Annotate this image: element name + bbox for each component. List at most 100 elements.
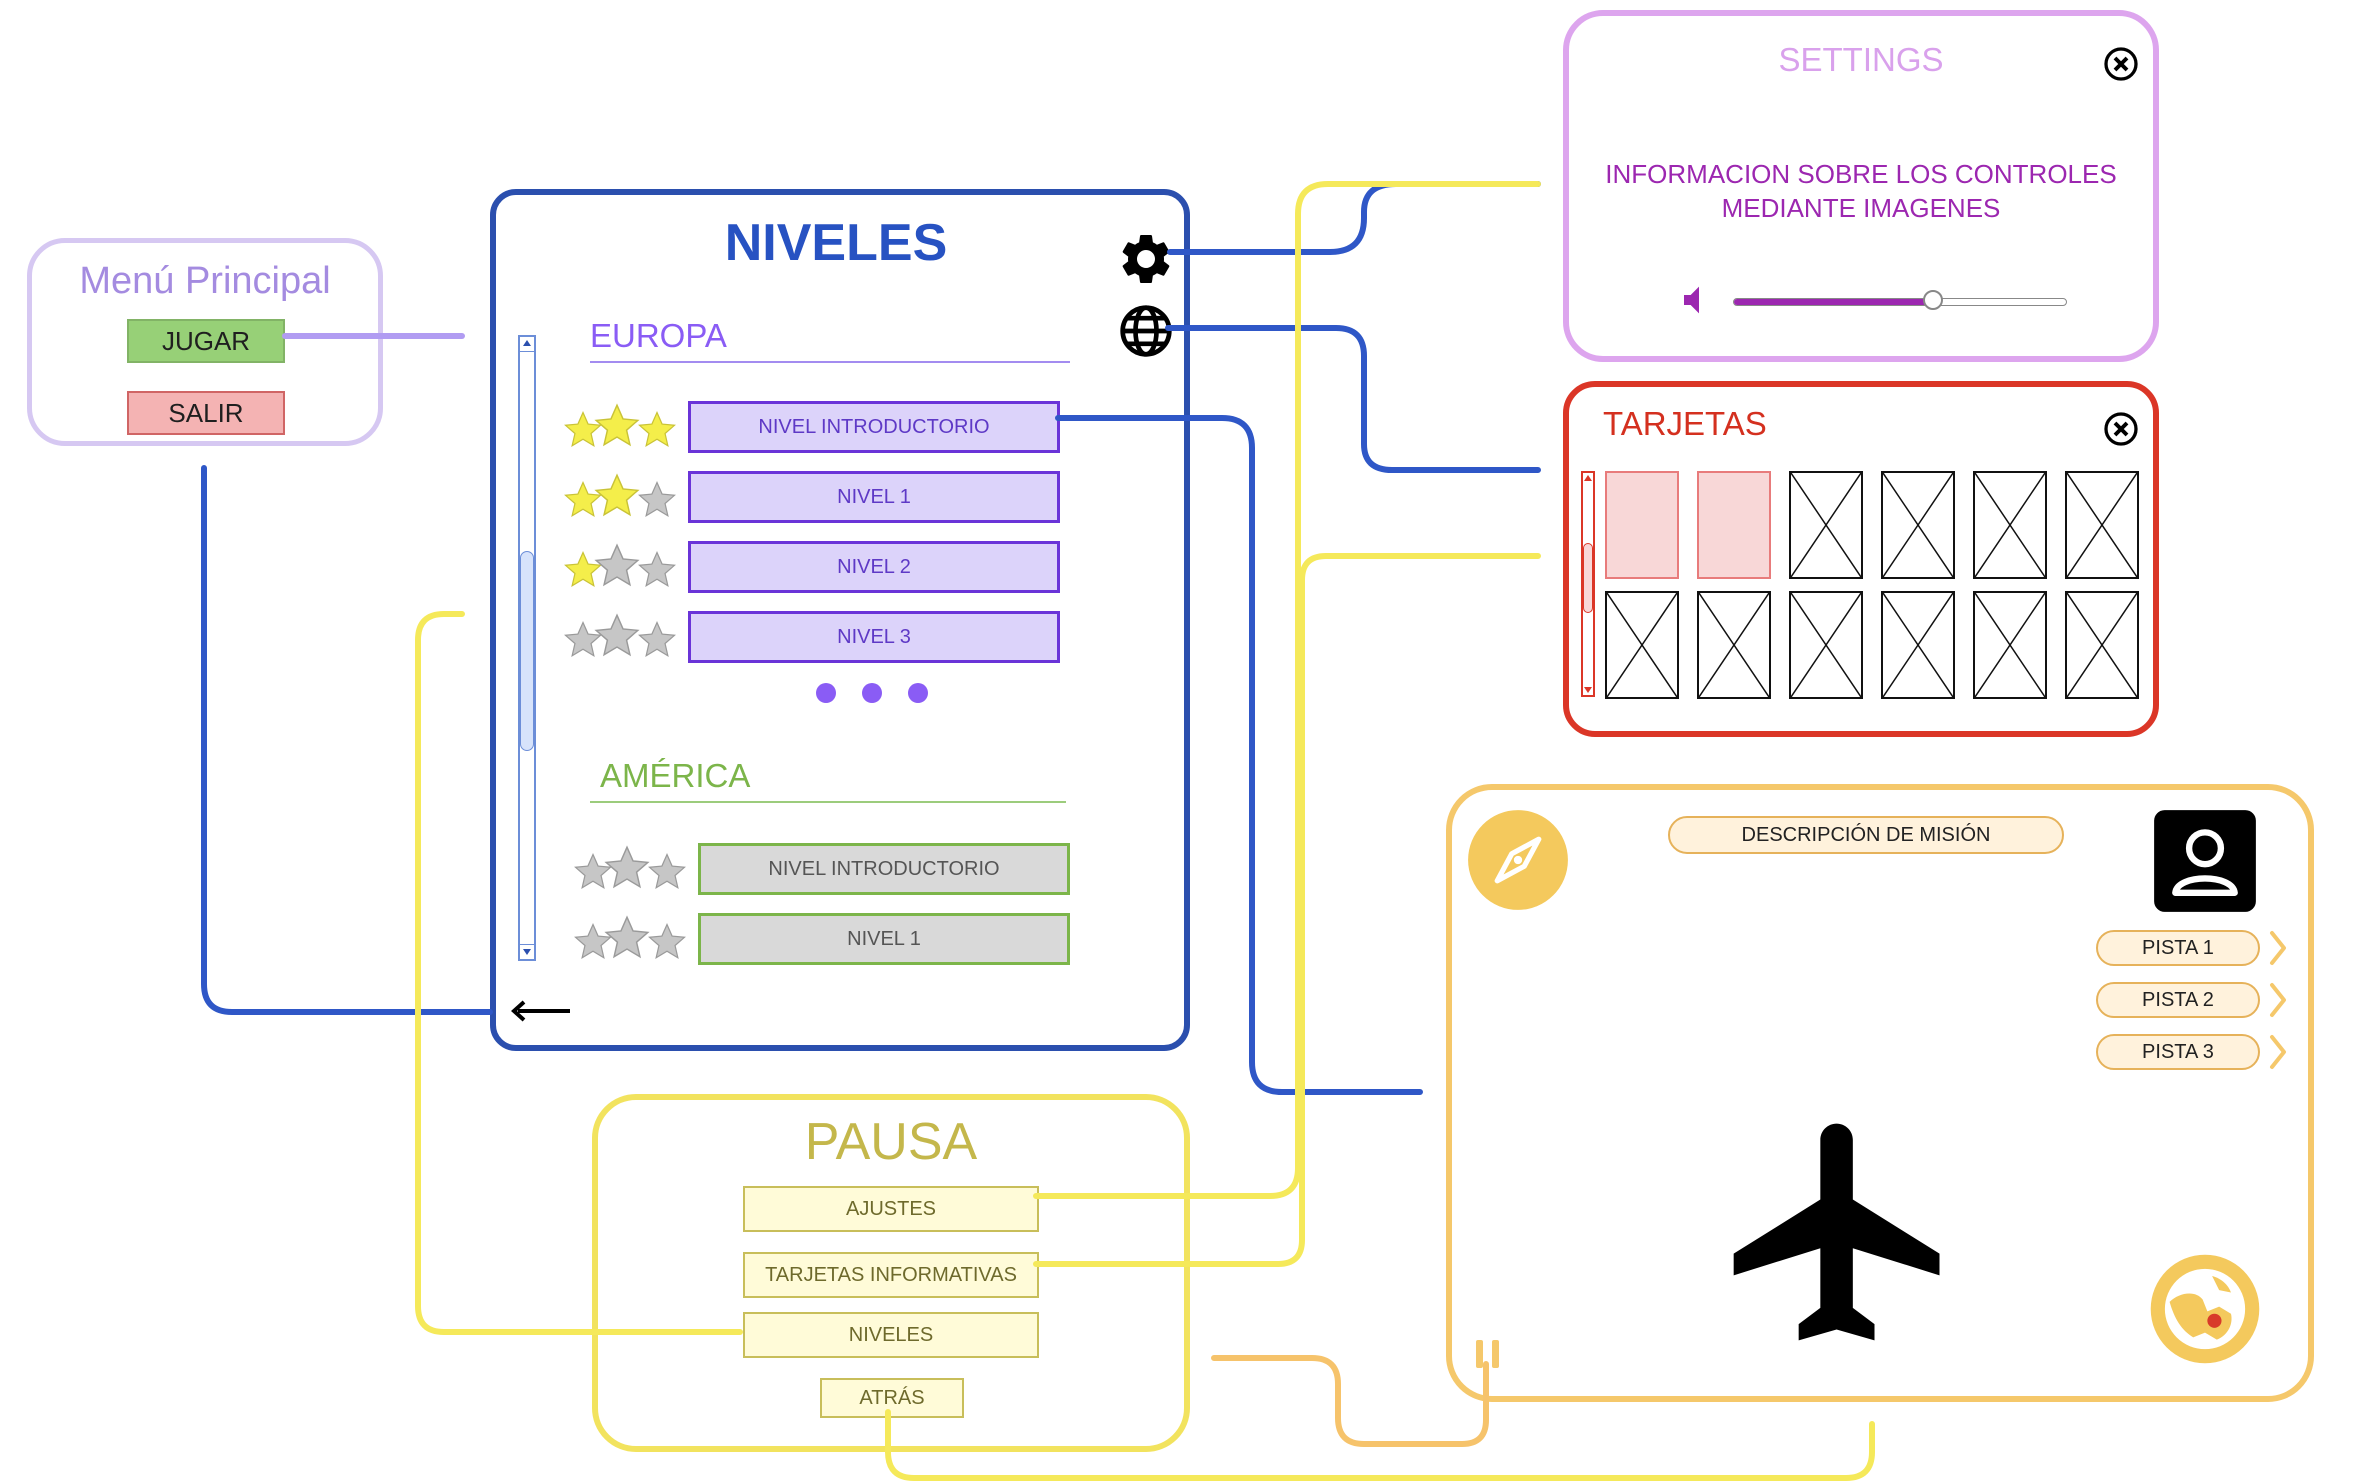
volume-slider-knob[interactable] [1923, 290, 1944, 310]
star-icon [604, 845, 650, 889]
cards-title: TARJETAS [1603, 405, 1767, 442]
connector-back-to-menu [201, 465, 493, 1015]
level-button[interactable]: NIVEL INTRODUCTORIO [698, 843, 1070, 895]
pause-icon[interactable] [1472, 1338, 1506, 1370]
star-icon [638, 480, 676, 518]
image-placeholder-icon [1883, 473, 1953, 577]
gear-icon[interactable] [1116, 229, 1176, 289]
globe-map-icon[interactable] [2146, 1250, 2264, 1368]
star-icon [594, 543, 640, 587]
image-placeholder-icon [1699, 593, 1769, 697]
cards-scrollbar[interactable] [1581, 471, 1595, 697]
globe-icon[interactable] [1118, 303, 1174, 359]
image-placeholder-icon [1883, 593, 1953, 697]
hint-row: PISTA 2 [2096, 982, 2296, 1022]
star-icon [594, 403, 640, 447]
main-menu-title: Menú Principal [79, 259, 331, 302]
level-button[interactable]: NIVEL 1 [698, 913, 1070, 965]
card-locked-placeholder[interactable] [1881, 471, 1955, 579]
card-locked-placeholder[interactable] [1973, 471, 2047, 579]
level-row: NIVEL INTRODUCTORIO [556, 399, 1156, 459]
pause-back-button[interactable]: ATRÁS [820, 1378, 964, 1418]
connector-game-pause-to-pause [1211, 1355, 1489, 1447]
card-locked-placeholder[interactable] [1697, 591, 1771, 699]
settings-title: SETTINGS [1778, 41, 1944, 78]
hint-row: PISTA 3 [2096, 1034, 2296, 1074]
image-placeholder-icon [2067, 473, 2137, 577]
chevron-right-icon[interactable] [2268, 982, 2288, 1018]
pause-title: PAUSA [804, 1113, 978, 1171]
card-locked-placeholder[interactable] [2065, 591, 2139, 699]
volume-slider[interactable] [1733, 290, 2067, 310]
compass-icon[interactable] [1466, 808, 1570, 912]
star-icon [638, 410, 676, 448]
user-icon[interactable] [2152, 808, 2258, 914]
level-row: NIVEL 3 [556, 609, 1156, 669]
scroll-down-arrow[interactable] [520, 944, 534, 959]
levels-title: NIVELES [724, 214, 948, 272]
main-menu-panel: Menú Principal JUGAR SALIR [27, 238, 383, 446]
card-locked-placeholder[interactable] [1605, 591, 1679, 699]
card-locked-placeholder[interactable] [1789, 591, 1863, 699]
star-icon [604, 915, 650, 959]
star-icon [594, 613, 640, 657]
star-icon [564, 480, 602, 518]
volume-slider-fill [1734, 299, 1934, 305]
scroll-thumb[interactable] [520, 551, 534, 751]
connector-gear-to-settings [1167, 181, 1541, 255]
connector-globe-to-cards [1165, 325, 1541, 473]
play-button[interactable]: JUGAR [127, 319, 285, 363]
level-row: NIVEL 2 [556, 539, 1156, 599]
back-arrow-icon[interactable] [510, 999, 574, 1023]
exit-button[interactable]: SALIR [127, 391, 285, 435]
levels-panel: NIVELES EUROPA NIVEL IN [490, 189, 1190, 1051]
hint-button[interactable]: PISTA 3 [2096, 1034, 2260, 1070]
card-locked-placeholder[interactable] [2065, 471, 2139, 579]
level-button[interactable]: NIVEL 2 [688, 541, 1060, 593]
level-button[interactable]: NIVEL 1 [688, 471, 1060, 523]
level-button[interactable]: NIVEL 3 [688, 611, 1060, 663]
more-levels-dots[interactable] [816, 681, 936, 707]
hint-row: PISTA 1 [2096, 930, 2296, 970]
image-placeholder-icon [1607, 593, 1677, 697]
level-row: NIVEL 1 [556, 469, 1156, 529]
star-icon [638, 620, 676, 658]
star-icon [648, 922, 686, 960]
scroll-up-arrow[interactable] [520, 337, 534, 352]
star-icon [564, 410, 602, 448]
image-placeholder-icon [1975, 473, 2045, 577]
pause-panel: PAUSA AJUSTES TARJETAS INFORMATIVAS NIVE… [592, 1094, 1190, 1452]
europa-heading: EUROPA [590, 317, 727, 354]
america-heading: AMÉRICA [600, 757, 751, 794]
image-placeholder-icon [1791, 473, 1861, 577]
level-row: NIVEL INTRODUCTORIO [566, 841, 1166, 901]
pause-settings-button[interactable]: AJUSTES [743, 1186, 1039, 1232]
mission-description-button[interactable]: DESCRIPCIÓN DE MISIÓN [1668, 816, 2064, 854]
image-placeholder-icon [2067, 593, 2137, 697]
card-locked-placeholder[interactable] [1973, 591, 2047, 699]
pause-cards-button[interactable]: TARJETAS INFORMATIVAS [743, 1252, 1039, 1298]
close-icon[interactable] [2103, 411, 2139, 447]
chevron-right-icon[interactable] [2268, 930, 2288, 966]
card-locked-placeholder[interactable] [1881, 591, 1955, 699]
settings-panel: SETTINGS INFORMACION SOBRE LOS CONTROLES… [1563, 10, 2159, 362]
level-button[interactable]: NIVEL INTRODUCTORIO [688, 401, 1060, 453]
europa-divider [590, 361, 1070, 363]
star-icon [638, 550, 676, 588]
levels-scrollbar[interactable] [518, 335, 536, 961]
card-unlocked[interactable] [1697, 471, 1771, 579]
card-unlocked[interactable] [1605, 471, 1679, 579]
image-placeholder-icon [1975, 593, 2045, 697]
hint-button[interactable]: PISTA 2 [2096, 982, 2260, 1018]
cards-panel: TARJETAS [1563, 381, 2159, 737]
card-locked-placeholder[interactable] [1789, 471, 1863, 579]
america-divider [590, 801, 1066, 803]
speaker-icon[interactable] [1679, 280, 1719, 320]
star-icon [648, 852, 686, 890]
hint-button[interactable]: PISTA 1 [2096, 930, 2260, 966]
chevron-right-icon[interactable] [2268, 1034, 2288, 1070]
controls-info-line-1: INFORMACION SOBRE LOS CONTROLES [1605, 158, 2117, 189]
pause-levels-button[interactable]: NIVELES [743, 1312, 1039, 1358]
close-icon[interactable] [2103, 46, 2139, 82]
